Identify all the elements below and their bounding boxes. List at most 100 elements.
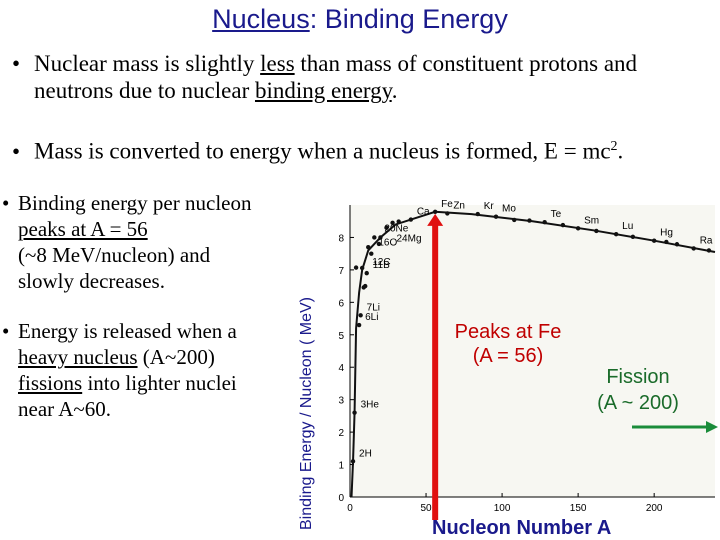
point-label: Te	[551, 209, 562, 220]
data-point	[493, 214, 499, 219]
point-label: Ra	[700, 235, 713, 246]
data-point	[512, 217, 517, 223]
data-point	[369, 251, 374, 256]
data-point	[706, 248, 712, 253]
point-label: 16O	[378, 237, 397, 248]
data-point	[366, 244, 371, 250]
data-point	[542, 219, 547, 225]
y-tick-label: 3	[338, 396, 344, 407]
peak-annotation: Peaks at Fe (A = 56)	[438, 320, 578, 368]
x-tick-label: 200	[646, 503, 663, 514]
b2-superscript: 2	[610, 139, 618, 154]
b1-text-b: than mass of constituent protons and	[294, 51, 638, 76]
y-tick-label: 8	[338, 233, 344, 244]
point-label: 20Ne	[384, 223, 408, 234]
b1-text-d: .	[391, 78, 398, 103]
bullet-dot: •	[2, 319, 10, 343]
bullet-dot: •	[12, 138, 21, 164]
y-tick-label: 1	[338, 461, 344, 472]
data-point	[527, 218, 532, 223]
data-point	[445, 211, 450, 216]
data-point	[359, 265, 365, 271]
b1-text-a: Nuclear mass is slightly	[34, 51, 261, 76]
data-point	[364, 270, 369, 276]
b4-text-a: Energy is released when a	[18, 319, 237, 343]
y-tick-label: 7	[338, 266, 344, 277]
b2-text-a: Mass is converted to energy when a nucle…	[34, 138, 611, 164]
b4-text-c: into lighter nuclei	[82, 371, 237, 395]
data-point	[352, 410, 357, 415]
data-point	[691, 246, 696, 251]
y-tick-label: 0	[338, 493, 344, 504]
b1-less: less	[260, 51, 295, 76]
b1-text-c: neutrons due to nuclear	[34, 78, 255, 103]
x-tick-label: 50	[420, 503, 432, 514]
data-point	[372, 235, 377, 240]
slide-title: Nucleus: Binding Energy	[0, 4, 720, 35]
title-rest: : Binding Energy	[309, 4, 508, 34]
data-point	[575, 226, 581, 231]
data-point	[358, 313, 363, 318]
point-label: Ca	[417, 207, 430, 218]
point-label: Zn	[453, 200, 465, 211]
peak-line-2: (A = 56)	[472, 345, 544, 367]
data-point	[363, 283, 368, 289]
b4-fissions: fissions	[18, 371, 83, 395]
b4-text-b: (A~200)	[137, 345, 215, 369]
b3-text-c: slowly decreases.	[18, 269, 165, 293]
point-label: 24Mg	[397, 234, 422, 245]
bullet-dot: •	[2, 191, 10, 215]
data-point	[613, 232, 619, 237]
bullet-nuclear-mass: • Nuclear mass is slightly less than mass…	[12, 50, 712, 104]
point-label: Fe	[441, 199, 453, 210]
data-point	[378, 235, 383, 240]
data-point	[674, 242, 680, 247]
point-label: Lu	[622, 221, 633, 232]
b3-text-b: (~8 MeV/nucleon) and	[18, 243, 211, 267]
data-point	[384, 225, 389, 230]
fission-annotation: Fission (A ~ 200)	[582, 364, 694, 416]
data-point	[664, 239, 669, 245]
b1-binding-energy: binding energy	[254, 78, 392, 103]
chart-axes: 0 50 100 150 200 0 1 2 3 4 5 6 7 8	[338, 205, 715, 514]
chart-arrows	[427, 213, 718, 520]
fission-arrowhead	[706, 421, 718, 433]
plot-area	[350, 205, 715, 497]
peak-line-1: Peaks at Fe	[454, 321, 562, 343]
data-point	[356, 322, 362, 328]
data-point	[350, 459, 356, 464]
y-axis-label: Binding Energy / Nucleon ( MeV)	[298, 297, 315, 530]
point-label: 2H	[359, 448, 372, 459]
bullet-energy-release: • Energy is released when a heavy nucleus…	[2, 318, 297, 422]
point-label: Sm	[584, 215, 599, 226]
point-label: 12C	[372, 257, 390, 268]
y-tick-label: 2	[338, 428, 344, 439]
x-tick-label: 150	[570, 503, 587, 514]
bullet-dot: •	[12, 51, 21, 76]
b3-peak-link: peaks at A = 56	[18, 217, 148, 241]
y-tick-label: 4	[338, 363, 344, 374]
point-label: 11B	[373, 260, 390, 271]
peak-arrowhead	[427, 213, 444, 226]
title-nucleus-link[interactable]: Nucleus	[212, 4, 310, 34]
data-point	[353, 265, 359, 270]
x-axis-label: Nucleon Number A	[432, 517, 612, 539]
point-label: Kr	[484, 201, 495, 212]
x-tick-label: 100	[494, 503, 511, 514]
data-point	[432, 209, 438, 215]
b3-text-a: Binding energy per nucleon	[18, 191, 252, 215]
data-point	[651, 238, 657, 243]
data-point	[396, 219, 401, 224]
data-point	[630, 234, 636, 239]
y-tick-label: 6	[338, 298, 344, 309]
point-label: Hg	[660, 228, 673, 239]
point-label: 6Li	[365, 312, 378, 323]
point-label: 7Li	[367, 302, 380, 313]
point-label: Mo	[502, 204, 516, 215]
b2-text-b: .	[617, 138, 624, 164]
y-tick-label: 5	[338, 331, 344, 342]
data-point	[390, 220, 395, 226]
data-point	[594, 228, 599, 234]
